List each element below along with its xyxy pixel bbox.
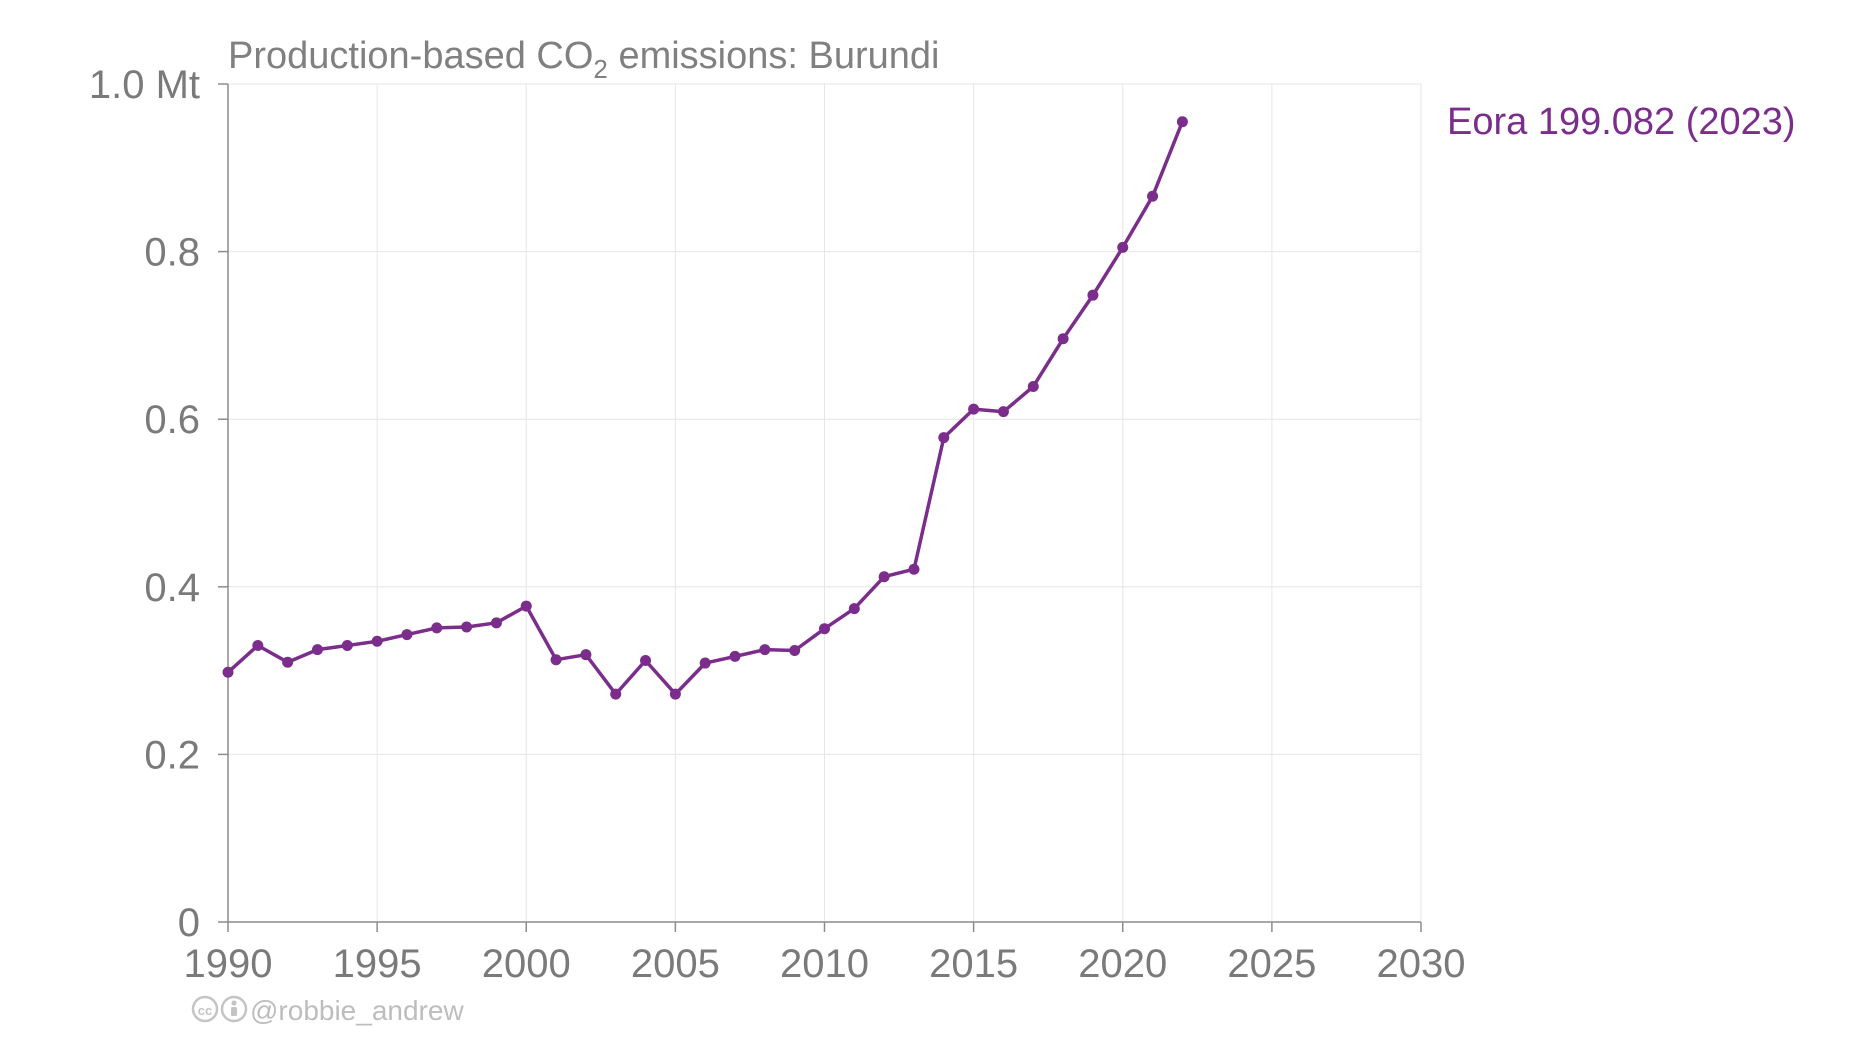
data-point (1087, 289, 1099, 301)
svg-text:cc: cc (198, 1003, 212, 1018)
data-point (938, 432, 950, 444)
y-tick-label: 0.2 (144, 733, 200, 777)
data-point (997, 406, 1009, 418)
data-point (580, 649, 592, 661)
data-point (878, 571, 890, 583)
data-point (848, 603, 860, 615)
data-point (1027, 381, 1039, 393)
data-point (968, 403, 980, 415)
data-point (759, 644, 771, 656)
data-point (311, 644, 323, 656)
series-label: Eora 199.082 (2023) (1447, 101, 1796, 143)
y-tick-label: 0.6 (144, 398, 200, 442)
data-point (908, 563, 920, 575)
data-point (252, 639, 264, 651)
x-tick-label: 1990 (184, 942, 273, 986)
credit: cc @robbie_andrew (191, 995, 464, 1026)
data-point (222, 666, 234, 678)
x-tick-label: 2030 (1377, 942, 1466, 986)
data-point (699, 657, 711, 669)
data-point (461, 621, 473, 633)
chart-title: Production-based CO2 emissions: Burundi (228, 35, 939, 84)
data-point (431, 622, 443, 634)
cc-icon: cc (191, 995, 219, 1023)
x-tick-label: 2025 (1227, 942, 1316, 986)
y-axis-tick-labels: 0 0.2 0.4 0.6 0.8 1.0 Mt (89, 63, 200, 945)
chart-title-suffix: emissions: Burundi (608, 35, 940, 77)
data-point (789, 644, 801, 656)
data-point (1117, 241, 1129, 253)
data-point (819, 623, 830, 635)
chart-title-prefix: Production-based CO (228, 35, 593, 77)
vertical-gridlines (376, 84, 1422, 922)
data-point (1176, 116, 1188, 128)
x-tick-label: 2005 (631, 942, 720, 986)
data-point (550, 654, 562, 666)
axes (218, 83, 1422, 932)
x-tick-label: 1995 (333, 942, 422, 986)
data-point (341, 639, 353, 651)
y-tick-label: 0 (178, 901, 200, 945)
chart-title-subscript: 2 (593, 54, 607, 84)
by-icon (220, 995, 248, 1023)
data-point (669, 688, 681, 700)
credit-handle: @robbie_andrew (250, 995, 464, 1026)
y-tick-label: 1.0 Mt (89, 63, 200, 107)
x-tick-label: 2010 (780, 942, 869, 986)
data-point (610, 688, 622, 700)
x-axis-tick-labels: 1990 1995 2000 2005 2010 2015 2020 2025 2030 (184, 942, 1466, 986)
x-tick-label: 2020 (1078, 942, 1167, 986)
data-point (401, 629, 413, 641)
data-point (520, 600, 532, 612)
series-layer: Eora 199.082 (2023) (222, 101, 1796, 700)
series-line (226, 119, 1185, 696)
data-point (1057, 333, 1069, 345)
y-tick-label: 0.8 (144, 231, 200, 275)
x-tick-label: 2000 (482, 942, 571, 986)
data-point (729, 650, 741, 662)
data-point (490, 617, 502, 629)
data-point (1147, 190, 1159, 202)
data-point (640, 655, 652, 667)
x-tick-label: 2015 (929, 942, 1018, 986)
y-tick-label: 0.4 (144, 566, 200, 610)
data-point (371, 635, 383, 647)
data-point (282, 656, 294, 668)
